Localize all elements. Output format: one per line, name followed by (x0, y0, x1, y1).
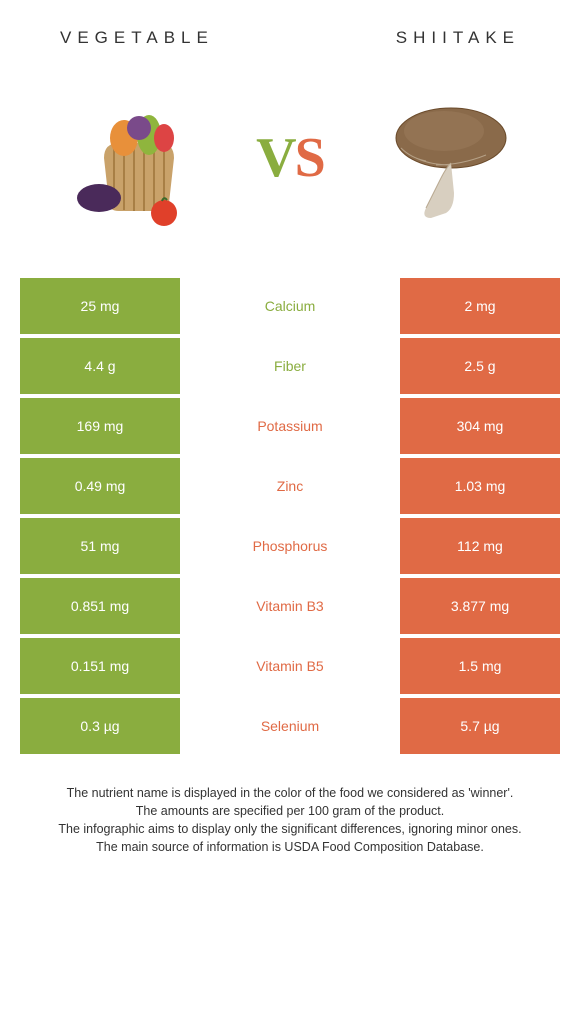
header-right: SHIITAKE (396, 28, 520, 48)
table-row: 0.851 mgVitamin B33.877 mg (20, 578, 560, 634)
mushroom-icon (366, 83, 516, 233)
footer-line2: The amounts are specified per 100 gram o… (20, 802, 560, 820)
left-value: 0.49 mg (20, 458, 180, 514)
nutrient-name: Phosphorus (180, 518, 400, 574)
left-value: 51 mg (20, 518, 180, 574)
right-value: 1.03 mg (400, 458, 560, 514)
nutrient-table: 25 mgCalcium2 mg4.4 gFiber2.5 g169 mgPot… (20, 278, 560, 754)
nutrient-name: Calcium (180, 278, 400, 334)
right-value: 3.877 mg (400, 578, 560, 634)
left-value: 25 mg (20, 278, 180, 334)
right-value: 2.5 g (400, 338, 560, 394)
nutrient-name: Fiber (180, 338, 400, 394)
nutrient-name: Vitamin B5 (180, 638, 400, 694)
footer-line4: The main source of information is USDA F… (20, 838, 560, 856)
header-left: VEGETABLE (60, 28, 214, 48)
vs-label: VS (256, 126, 324, 190)
right-value: 5.7 µg (400, 698, 560, 754)
shiitake-image (361, 78, 521, 238)
left-value: 4.4 g (20, 338, 180, 394)
right-value: 112 mg (400, 518, 560, 574)
footer-line3: The infographic aims to display only the… (20, 820, 560, 838)
right-value: 1.5 mg (400, 638, 560, 694)
left-value: 169 mg (20, 398, 180, 454)
footer: The nutrient name is displayed in the co… (20, 784, 560, 857)
left-value: 0.151 mg (20, 638, 180, 694)
table-row: 25 mgCalcium2 mg (20, 278, 560, 334)
right-value: 2 mg (400, 278, 560, 334)
vegetable-image (59, 78, 219, 238)
nutrient-name: Zinc (180, 458, 400, 514)
table-row: 0.49 mgZinc1.03 mg (20, 458, 560, 514)
footer-line1: The nutrient name is displayed in the co… (20, 784, 560, 802)
basket-icon (64, 83, 214, 233)
table-row: 0.3 µgSelenium5.7 µg (20, 698, 560, 754)
nutrient-name: Vitamin B3 (180, 578, 400, 634)
table-row: 51 mgPhosphorus112 mg (20, 518, 560, 574)
header: VEGETABLE SHIITAKE (0, 0, 580, 48)
images-row: VS (0, 48, 580, 278)
table-row: 4.4 gFiber2.5 g (20, 338, 560, 394)
table-row: 169 mgPotassium304 mg (20, 398, 560, 454)
left-value: 0.851 mg (20, 578, 180, 634)
vs-v: V (256, 127, 294, 189)
left-value: 0.3 µg (20, 698, 180, 754)
table-row: 0.151 mgVitamin B51.5 mg (20, 638, 560, 694)
nutrient-name: Selenium (180, 698, 400, 754)
right-value: 304 mg (400, 398, 560, 454)
vs-s: S (295, 127, 324, 189)
nutrient-name: Potassium (180, 398, 400, 454)
